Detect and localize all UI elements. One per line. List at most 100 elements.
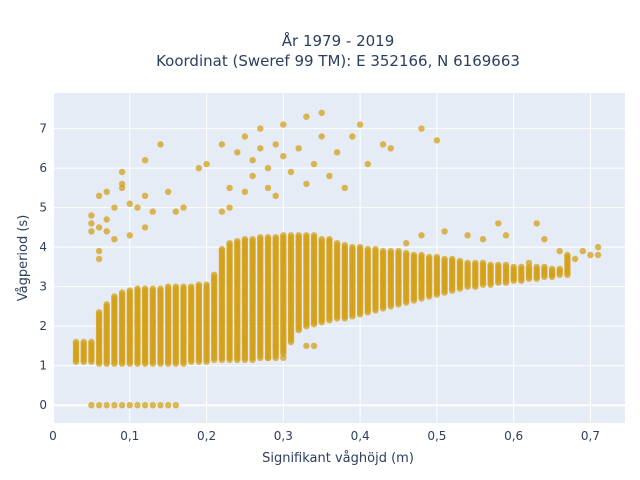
data-point <box>579 247 586 255</box>
data-point <box>303 180 310 188</box>
data-point <box>157 141 164 148</box>
data-point <box>211 271 218 278</box>
data-point <box>141 157 149 164</box>
data-point <box>241 133 249 140</box>
data-point <box>479 259 487 267</box>
data-point <box>441 255 448 263</box>
data-point <box>95 224 103 231</box>
data-point <box>495 220 502 227</box>
data-point <box>126 287 133 294</box>
data-point <box>403 240 410 247</box>
y-tick-label: 5 <box>39 201 47 215</box>
data-point <box>249 172 256 180</box>
y-tick-label: 6 <box>39 161 47 175</box>
data-point <box>349 133 356 140</box>
data-point <box>525 259 533 267</box>
data-point <box>310 160 318 168</box>
data-point <box>341 184 348 192</box>
data-point <box>257 125 264 132</box>
x-tick-label: 0 <box>49 429 57 443</box>
x-tick-label: 0,7 <box>581 429 600 443</box>
data-point <box>264 234 272 241</box>
data-point <box>333 149 341 156</box>
data-point <box>564 251 571 259</box>
data-point <box>88 228 95 235</box>
data-point <box>272 141 279 148</box>
data-point <box>172 208 179 215</box>
data-point <box>180 283 187 290</box>
data-point <box>257 145 264 152</box>
data-point <box>287 232 295 239</box>
data-point <box>234 149 241 156</box>
data-point <box>157 285 164 292</box>
data-point <box>418 125 425 132</box>
y-axis-title: Vågperiod (s) <box>16 215 31 302</box>
data-point <box>118 402 126 409</box>
data-point <box>356 243 364 251</box>
data-point <box>88 220 95 227</box>
data-point <box>594 243 602 251</box>
x-tick-label: 0,4 <box>351 429 370 443</box>
y-tick-label: 7 <box>39 122 47 136</box>
data-point <box>103 216 110 223</box>
data-point <box>118 184 126 192</box>
data-point <box>548 271 556 278</box>
data-point <box>141 402 149 409</box>
data-point <box>364 160 371 168</box>
data-point <box>118 168 126 176</box>
data-point <box>234 238 241 245</box>
data-point <box>149 208 156 215</box>
data-point <box>548 265 556 273</box>
data-point <box>226 204 233 211</box>
data-point <box>280 232 287 239</box>
data-point <box>495 261 502 269</box>
data-point <box>379 247 387 255</box>
data-point <box>157 402 164 409</box>
data-point <box>487 261 494 269</box>
data-point <box>88 402 95 409</box>
data-point <box>226 240 233 247</box>
data-point <box>111 204 118 211</box>
data-point <box>433 253 441 261</box>
data-point <box>303 342 310 350</box>
data-point <box>203 160 210 168</box>
data-point <box>341 242 348 249</box>
data-point <box>556 247 563 255</box>
data-point <box>149 285 156 292</box>
data-point <box>165 188 172 195</box>
data-points <box>72 109 602 409</box>
data-point <box>226 184 233 192</box>
data-point <box>72 338 80 346</box>
data-point <box>310 232 318 239</box>
data-point <box>95 402 103 409</box>
data-point <box>118 289 126 296</box>
y-tick-label: 4 <box>39 240 47 254</box>
data-point <box>272 234 279 241</box>
data-point <box>571 255 579 263</box>
data-point <box>95 247 103 255</box>
data-point <box>356 121 364 128</box>
data-point <box>134 204 141 211</box>
data-point <box>95 192 103 199</box>
x-axis-title: Signifikant våghöjd (m) <box>262 451 414 466</box>
data-point <box>195 164 203 172</box>
data-point <box>264 184 272 192</box>
y-tick-label: 3 <box>39 280 47 294</box>
data-point <box>280 153 287 160</box>
data-point <box>111 293 118 300</box>
data-point <box>272 192 279 199</box>
data-point <box>88 212 95 219</box>
data-point <box>103 301 110 308</box>
data-point <box>134 402 141 409</box>
data-point <box>95 309 103 316</box>
data-point <box>295 145 302 152</box>
data-point <box>134 285 141 292</box>
grid-lines <box>52 93 625 423</box>
data-point <box>126 232 133 239</box>
data-point <box>188 283 195 290</box>
data-point <box>464 232 471 239</box>
data-point <box>372 245 379 253</box>
data-point <box>165 402 172 409</box>
